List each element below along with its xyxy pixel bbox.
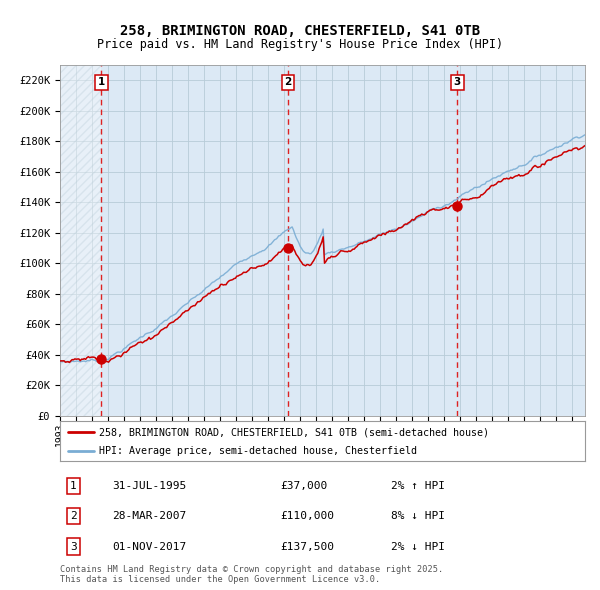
Text: £137,500: £137,500: [281, 542, 335, 552]
Text: 3: 3: [70, 542, 77, 552]
Text: 2: 2: [70, 512, 77, 522]
Text: 31-JUL-1995: 31-JUL-1995: [113, 481, 187, 491]
Text: 2% ↑ HPI: 2% ↑ HPI: [391, 481, 445, 491]
Text: 258, BRIMINGTON ROAD, CHESTERFIELD, S41 0TB: 258, BRIMINGTON ROAD, CHESTERFIELD, S41 …: [120, 24, 480, 38]
Text: 1: 1: [98, 77, 105, 87]
Text: 258, BRIMINGTON ROAD, CHESTERFIELD, S41 0TB (semi-detached house): 258, BRIMINGTON ROAD, CHESTERFIELD, S41 …: [100, 428, 490, 438]
Text: 28-MAR-2007: 28-MAR-2007: [113, 512, 187, 522]
Text: 01-NOV-2017: 01-NOV-2017: [113, 542, 187, 552]
Text: 1: 1: [70, 481, 77, 491]
Text: £37,000: £37,000: [281, 481, 328, 491]
Text: £110,000: £110,000: [281, 512, 335, 522]
Text: Price paid vs. HM Land Registry's House Price Index (HPI): Price paid vs. HM Land Registry's House …: [97, 38, 503, 51]
Text: 2: 2: [284, 77, 292, 87]
Text: HPI: Average price, semi-detached house, Chesterfield: HPI: Average price, semi-detached house,…: [100, 447, 418, 456]
Text: 8% ↓ HPI: 8% ↓ HPI: [391, 512, 445, 522]
Text: 3: 3: [454, 77, 461, 87]
Text: 2% ↓ HPI: 2% ↓ HPI: [391, 542, 445, 552]
Bar: [60, 65, 101, 416]
Text: Contains HM Land Registry data © Crown copyright and database right 2025.
This d: Contains HM Land Registry data © Crown c…: [60, 565, 443, 584]
